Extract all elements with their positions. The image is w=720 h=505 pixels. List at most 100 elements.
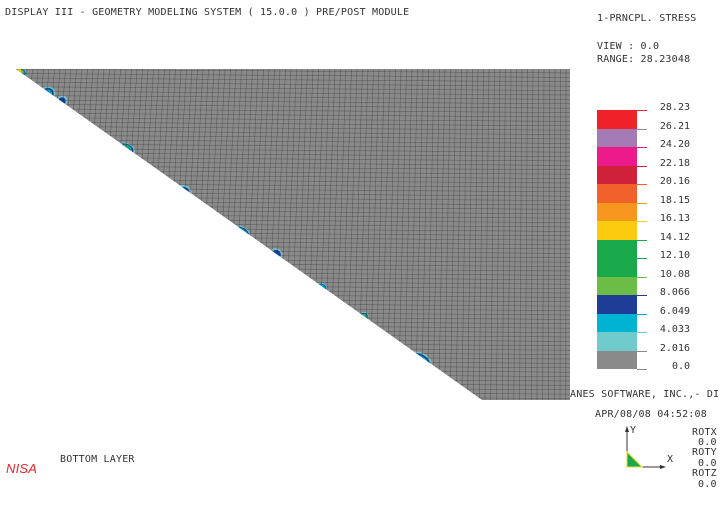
- stress-contour: [41, 138, 59, 152]
- mesh-line: [513, 69, 517, 400]
- mesh-line: [16, 73, 570, 78]
- mesh-line: [16, 69, 39, 400]
- stress-contour: [280, 345, 304, 366]
- stress-contour: [76, 134, 91, 143]
- stress-contour: [49, 120, 63, 138]
- stress-contour: [196, 341, 208, 351]
- legend-swatch: [597, 276, 637, 295]
- stress-contour: [167, 297, 182, 312]
- mesh-line: [16, 95, 570, 100]
- stress-contour: [16, 161, 28, 173]
- stress-contour: [169, 300, 179, 310]
- stress-contour: [17, 136, 25, 145]
- stress-contour: [281, 347, 303, 365]
- stress-contour: [246, 271, 265, 287]
- stress-contour: [129, 182, 148, 195]
- stress-contour: [126, 275, 135, 285]
- company-text: ANES SOFTWARE, INC.,- DIS: [570, 389, 720, 400]
- stress-contour: [95, 176, 114, 190]
- stress-contour: [389, 381, 398, 392]
- stress-contour: [31, 291, 47, 305]
- legend-tick: [637, 369, 647, 370]
- mesh-line: [530, 69, 534, 400]
- stress-contour: [77, 225, 87, 237]
- view-readout: VIEW : 0.0: [597, 41, 660, 52]
- legend-tick: [637, 184, 647, 185]
- mesh-line: [16, 69, 570, 74]
- stress-contour: [16, 162, 26, 172]
- stress-contour: [88, 229, 115, 247]
- stress-contour: [248, 273, 262, 285]
- stress-contour: [29, 289, 49, 306]
- stress-contour: [282, 351, 296, 361]
- stress-contour: [137, 237, 160, 255]
- stress-contour: [196, 305, 207, 313]
- stress-contour: [70, 170, 93, 189]
- stress-contour: [79, 128, 101, 144]
- legend-swatch: [597, 147, 637, 166]
- stress-contour: [88, 195, 109, 212]
- rotz-value: 0.0: [698, 479, 717, 490]
- mesh-line: [57, 69, 83, 400]
- stress-contour: [33, 292, 45, 304]
- stress-contour: [121, 276, 133, 285]
- mesh-line: [16, 86, 570, 91]
- rotz-label: ROTZ: [692, 468, 717, 479]
- stress-contour: [78, 221, 97, 234]
- legend-tick: [637, 350, 647, 352]
- roty-value: 0.0: [698, 458, 717, 469]
- stress-contour: [32, 110, 41, 118]
- stress-contour: [194, 240, 206, 250]
- stress-contour: [51, 123, 61, 135]
- stress-contour: [30, 109, 43, 119]
- stress-contour: [122, 277, 131, 285]
- stress-contour: [32, 153, 49, 168]
- stress-contour: [16, 69, 26, 77]
- stress-contour: [128, 265, 151, 283]
- stress-contour: [222, 241, 238, 253]
- stress-contour: [281, 289, 294, 304]
- stress-contour: [247, 272, 264, 286]
- legend-tick: [637, 295, 647, 296]
- mesh-line: [467, 69, 473, 400]
- stress-contour: [32, 93, 49, 107]
- stress-contour: [61, 274, 72, 284]
- window-title: DISPLAY III - GEOMETRY MODELING SYSTEM (…: [5, 7, 410, 18]
- mesh-line: [536, 69, 539, 400]
- stress-contour: [16, 135, 26, 146]
- stress-contour: [195, 304, 208, 314]
- stress-contour: [77, 233, 91, 244]
- stress-contour: [122, 277, 132, 285]
- legend-label: 18.15: [659, 194, 690, 206]
- mesh-line: [507, 69, 512, 400]
- stress-contour: [82, 130, 98, 142]
- legend-swatch: [597, 202, 637, 221]
- legend-label: 14.12: [659, 231, 690, 243]
- mesh-line: [502, 69, 506, 400]
- mesh-line: [16, 112, 570, 118]
- stress-contour: [315, 318, 334, 331]
- stress-contour: [89, 366, 116, 388]
- stress-contour: [194, 289, 212, 301]
- stress-contour: [188, 297, 211, 314]
- mesh-line: [473, 69, 479, 400]
- stress-contour: [26, 99, 43, 112]
- mesh-line: [34, 69, 61, 400]
- stress-contour: [46, 181, 61, 194]
- stress-contour: [283, 348, 301, 364]
- stress-contour: [218, 238, 242, 256]
- stress-contour: [279, 288, 295, 305]
- stress-contour: [123, 208, 134, 219]
- mesh-line: [28, 69, 55, 400]
- stress-contour: [16, 134, 27, 147]
- stress-contour: [388, 372, 407, 388]
- stress-contour: [390, 373, 405, 387]
- legend-tick: [637, 332, 647, 333]
- stress-contour: [33, 316, 49, 331]
- result-quantity: 1-PRNCPL. STRESS: [597, 13, 697, 24]
- legend-tick: [637, 110, 647, 111]
- stress-contour: [228, 241, 255, 262]
- stress-contour: [16, 69, 23, 75]
- stress-contour: [190, 287, 216, 303]
